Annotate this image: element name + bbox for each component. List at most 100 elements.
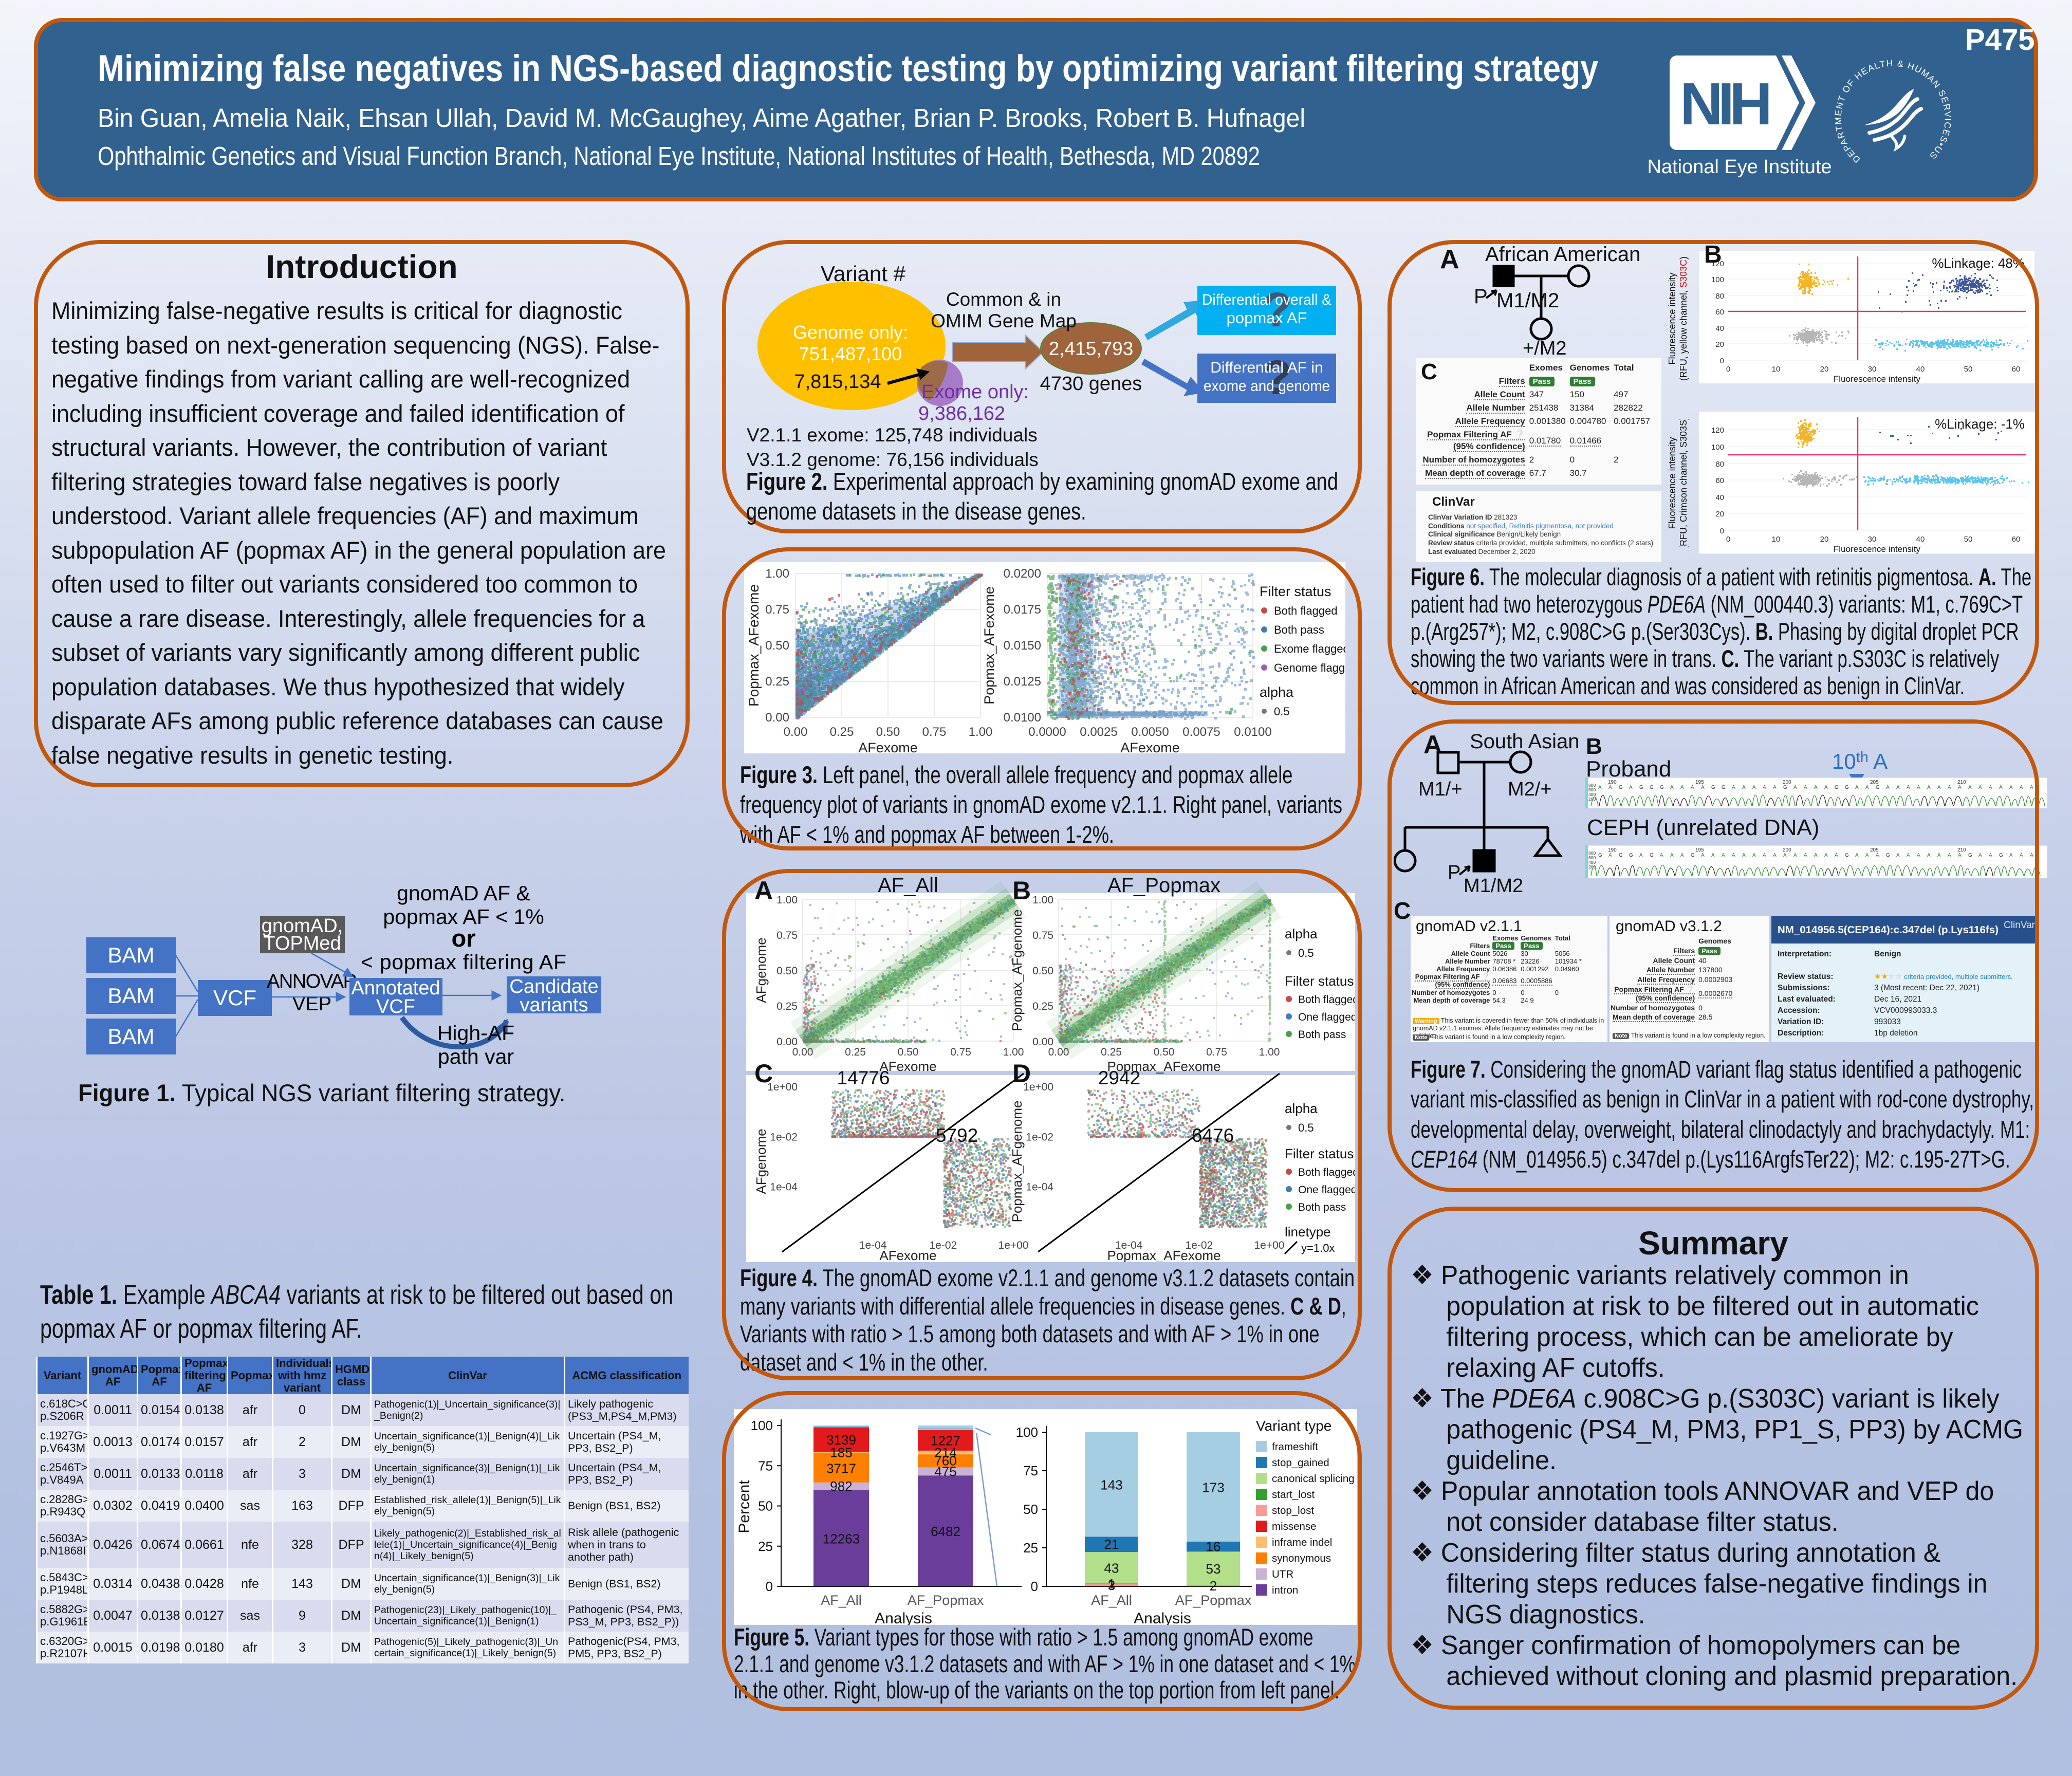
svg-text:1e-04: 1e-04: [770, 1181, 798, 1193]
svg-text:A: A: [1937, 853, 1941, 858]
svg-text:25: 25: [758, 1539, 773, 1554]
svg-text:200: 200: [1783, 780, 1791, 785]
svg-text:AF_All: AF_All: [821, 1593, 862, 1608]
svg-text:Fluorescence intensity: Fluorescence intensity: [1834, 544, 1921, 554]
svg-text:A: A: [1907, 785, 1910, 790]
svg-text:C: C: [754, 1059, 773, 1088]
svg-text:100: 100: [1711, 443, 1724, 452]
svg-text:1e+00: 1e+00: [1023, 1081, 1053, 1093]
svg-text:60: 60: [1715, 308, 1724, 317]
svg-text:195: 195: [1695, 847, 1704, 853]
svg-text:G: G: [1629, 853, 1633, 858]
svg-text:B: B: [1012, 877, 1031, 905]
svg-text:A: A: [1680, 853, 1684, 858]
svg-text:A: A: [1660, 853, 1663, 858]
svg-text:(RFU, Crimson channel, S303S): (RFU, Crimson channel, S303S): [1678, 419, 1689, 547]
svg-text:400: 400: [1588, 792, 1596, 797]
svg-text:G: G: [1835, 785, 1839, 790]
svg-text:A: A: [1999, 785, 2003, 790]
svg-text:D: D: [1012, 1059, 1031, 1088]
svg-text:0.5: 0.5: [1274, 705, 1290, 718]
svg-text:16: 16: [1206, 1539, 1221, 1555]
svg-text:< popmax filtering AF: < popmax filtering AF: [361, 950, 566, 974]
svg-text:stop_lost: stop_lost: [1272, 1505, 1314, 1516]
svg-text:A: A: [1855, 785, 1859, 790]
svg-text:A: A: [1742, 785, 1746, 790]
svg-text:AF_All: AF_All: [878, 877, 938, 897]
svg-text:0.0050: 0.0050: [1131, 725, 1169, 739]
svg-text:10: 10: [1772, 365, 1781, 374]
svg-text:3717: 3717: [826, 1460, 856, 1476]
svg-text:60: 60: [1715, 476, 1724, 485]
svg-text:50: 50: [1964, 535, 1973, 544]
svg-text:Annotated: Annotated: [351, 977, 440, 999]
svg-text:G: G: [1650, 853, 1654, 858]
svg-text:gnomAD AF &: gnomAD AF &: [397, 881, 530, 905]
svg-text:A: A: [1876, 853, 1879, 858]
svg-text:Popmax_AFgenome: Popmax_AFgenome: [1009, 909, 1025, 1031]
svg-text:3: 3: [1108, 1578, 1115, 1593]
svg-text:20: 20: [1820, 365, 1829, 374]
svg-text:Both flagged: Both flagged: [1298, 994, 1355, 1006]
svg-text:G: G: [1598, 853, 1602, 858]
svg-text:1e-02: 1e-02: [1026, 1131, 1053, 1143]
svg-text:600: 600: [1588, 855, 1596, 860]
svg-text:Both flagged: Both flagged: [1298, 1167, 1355, 1178]
svg-text:African American: African American: [1485, 243, 1640, 266]
svg-text:12263: 12263: [823, 1531, 860, 1546]
svg-text:A: A: [1896, 785, 1900, 790]
svg-text:0.25: 0.25: [1032, 1001, 1053, 1012]
svg-text:canonical splicing: canonical splicing: [1272, 1473, 1355, 1485]
svg-text:A: A: [1824, 785, 1828, 790]
svg-text:6482: 6482: [931, 1524, 960, 1539]
svg-text:G: G: [1691, 853, 1695, 858]
svg-text:0: 0: [1720, 527, 1724, 535]
svg-text:40: 40: [1715, 324, 1724, 333]
svg-text:G: G: [1886, 853, 1890, 858]
svg-text:0.50: 0.50: [765, 639, 789, 653]
svg-text:4730 genes: 4730 genes: [1040, 373, 1142, 395]
svg-text:40: 40: [1916, 365, 1925, 374]
svg-text:Differential AF in: Differential AF in: [1210, 359, 1323, 376]
svg-text:7,815,134: 7,815,134: [794, 371, 881, 393]
svg-text:A: A: [1804, 853, 1807, 858]
svg-text:205: 205: [1870, 847, 1879, 853]
svg-text:Both pass: Both pass: [1298, 1029, 1346, 1041]
svg-text:exome and genome: exome and genome: [1204, 378, 1330, 395]
svg-text:1e-04: 1e-04: [859, 1239, 887, 1251]
svg-text:A: A: [1732, 853, 1735, 858]
svg-text:A: A: [1793, 785, 1797, 790]
svg-text:Both pass: Both pass: [1274, 623, 1324, 636]
svg-text:0: 0: [1726, 535, 1730, 544]
svg-text:1.00: 1.00: [1032, 894, 1053, 906]
svg-text:20: 20: [1820, 535, 1829, 544]
svg-text:A: A: [1917, 853, 1920, 858]
svg-text:0.0000: 0.0000: [1028, 725, 1066, 739]
svg-text:A: A: [1680, 785, 1684, 790]
svg-text:5792: 5792: [936, 1125, 978, 1146]
svg-text:A: A: [1670, 785, 1674, 790]
svg-text:400: 400: [1588, 860, 1596, 865]
svg-text:A: A: [1824, 853, 1828, 858]
svg-text:alpha: alpha: [1285, 1101, 1318, 1116]
svg-text:0.0100: 0.0100: [1004, 711, 1041, 725]
svg-text:60: 60: [2012, 365, 2021, 374]
svg-text:P: P: [1448, 862, 1460, 883]
svg-text:BAM: BAM: [107, 1024, 154, 1048]
svg-text:190: 190: [1608, 780, 1617, 785]
svg-text:A: A: [2009, 785, 2013, 790]
svg-text:A: A: [1732, 785, 1735, 790]
svg-text:0.75: 0.75: [950, 1046, 971, 1058]
svg-text:120: 120: [1711, 426, 1724, 435]
svg-text:185: 185: [830, 1445, 852, 1460]
svg-text:A: A: [2030, 785, 2033, 790]
svg-text:Fluorescence intensity: Fluorescence intensity: [1667, 272, 1677, 364]
svg-text:1227: 1227: [931, 1433, 960, 1449]
svg-text:A: A: [1722, 853, 1725, 858]
svg-text:0.50: 0.50: [898, 1046, 919, 1058]
svg-text:Genome flagged: Genome flagged: [1274, 661, 1345, 674]
svg-text:0.00: 0.00: [776, 1036, 798, 1048]
svg-text:A: A: [1948, 785, 1951, 790]
svg-text:V2.1.1 exome: 125,748 individu: V2.1.1 exome: 125,748 individuals: [747, 424, 1038, 446]
svg-text:A: A: [1978, 853, 1982, 858]
